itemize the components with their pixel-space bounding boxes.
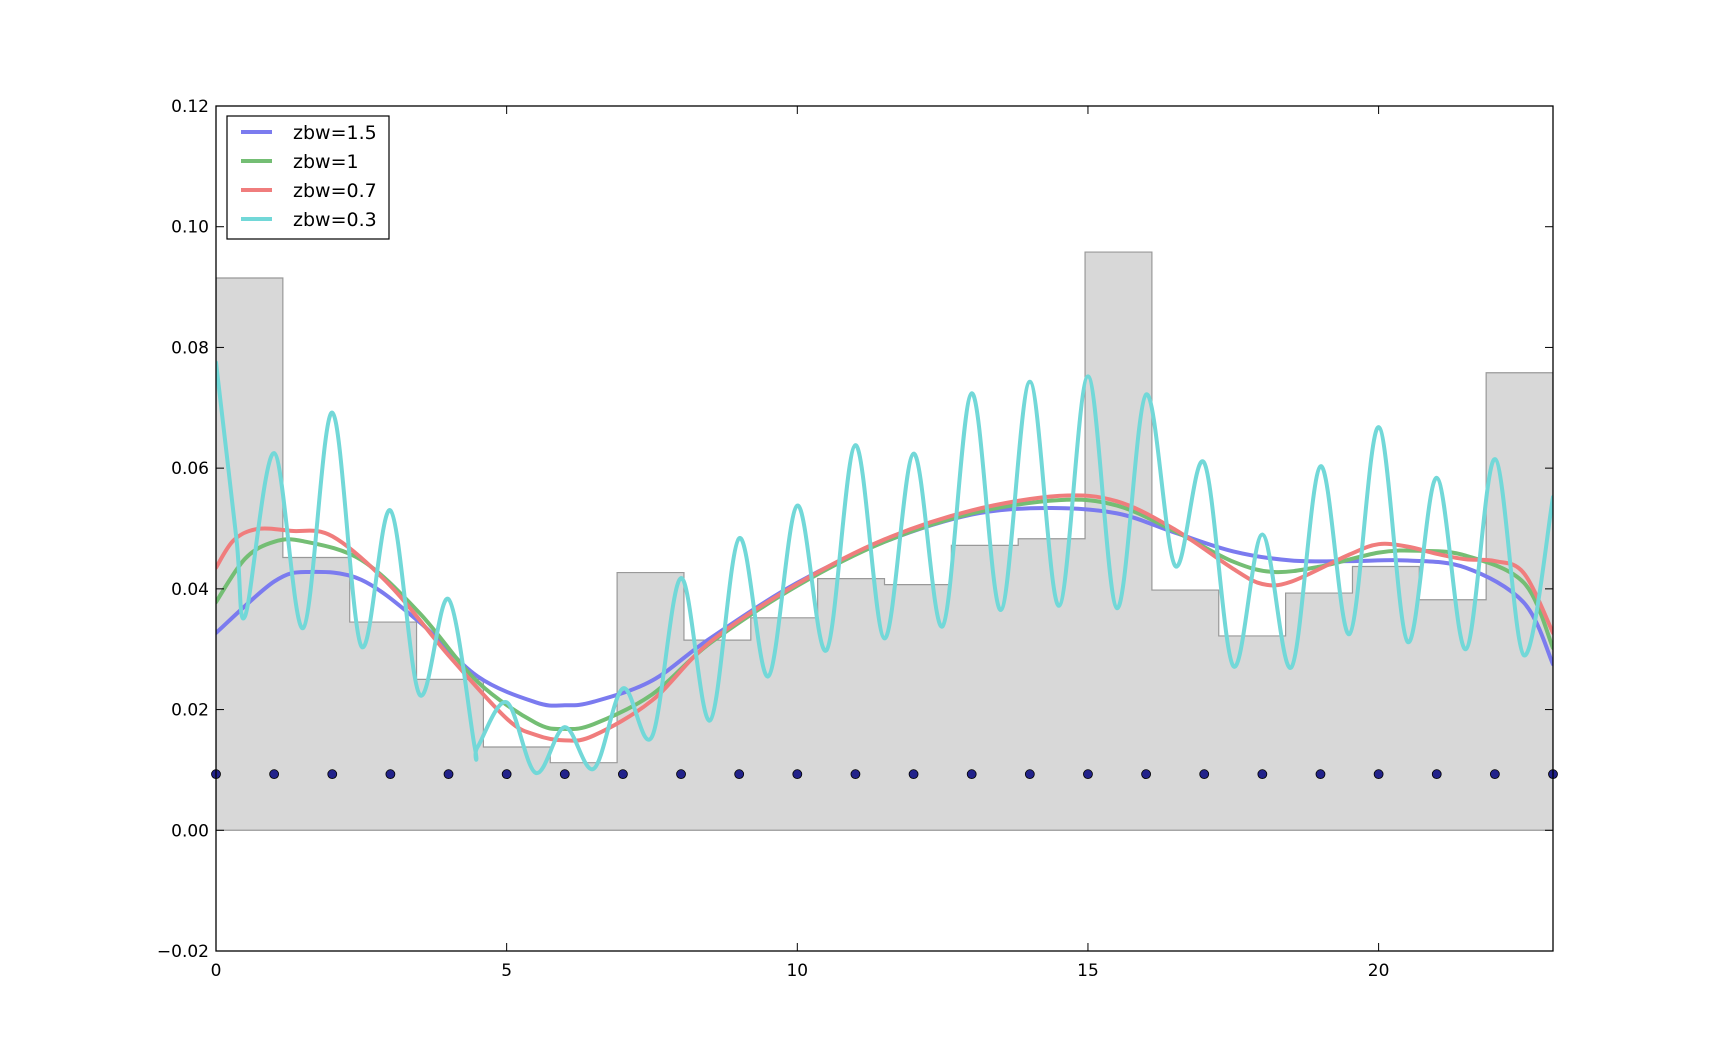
sample-point (269, 769, 280, 780)
sample-point (501, 769, 512, 780)
x-tick-label: 5 (501, 961, 512, 981)
sample-point (966, 769, 977, 780)
sample-point (1024, 769, 1035, 780)
y-tick-label: 0.02 (171, 701, 209, 721)
sample-point (676, 769, 686, 780)
legend-label: zbw=0.7 (293, 180, 377, 202)
plot-frame (215, 105, 1554, 952)
x-tick-label: 20 (1368, 961, 1390, 981)
sample-point (1199, 769, 1210, 780)
sample-points (211, 769, 1558, 780)
sample-point (1257, 769, 1268, 780)
sample-point (559, 769, 570, 780)
y-tick-label: 0.08 (171, 338, 209, 358)
sample-point (385, 769, 396, 780)
sample-point (618, 769, 628, 780)
legend-label: zbw=0.3 (293, 209, 377, 231)
sample-point (1141, 769, 1151, 780)
series-line-4 (216, 360, 1553, 775)
sample-point (734, 769, 745, 780)
sample-point (327, 769, 338, 780)
y-tick-label: 0.12 (171, 97, 209, 117)
sample-point (850, 769, 861, 780)
sample-point (1489, 769, 1500, 780)
sample-point (1431, 769, 1442, 780)
y-tick-label: 0.10 (171, 218, 209, 238)
series-line-3 (216, 493, 1553, 743)
y-tick-label: 0.04 (171, 580, 209, 600)
y-tick-label: 0.00 (171, 821, 209, 841)
sample-point (1373, 769, 1384, 780)
legend: zbw=1.5 zbw=1 zbw=0.7 zbw=0.3 (226, 115, 390, 240)
sample-point (443, 769, 454, 780)
y-tick-label: −0.02 (157, 942, 209, 962)
legend-label: zbw=1 (293, 151, 359, 173)
sample-point (792, 769, 803, 780)
sample-point (1083, 769, 1093, 780)
x-tick-label: 10 (786, 961, 808, 981)
y-tick-label: 0.06 (171, 459, 209, 479)
sample-point (908, 769, 919, 780)
sample-point (1315, 769, 1326, 780)
series-lines (216, 360, 1553, 775)
x-tick-label: 0 (211, 961, 222, 981)
x-tick-label: 15 (1077, 961, 1099, 981)
legend-label: zbw=1.5 (293, 122, 377, 144)
axis-ticks: 0 5 10 15 20 −0.02 0.00 0.02 0.04 0.06 0.08 0.10 0.1… (157, 97, 1553, 981)
